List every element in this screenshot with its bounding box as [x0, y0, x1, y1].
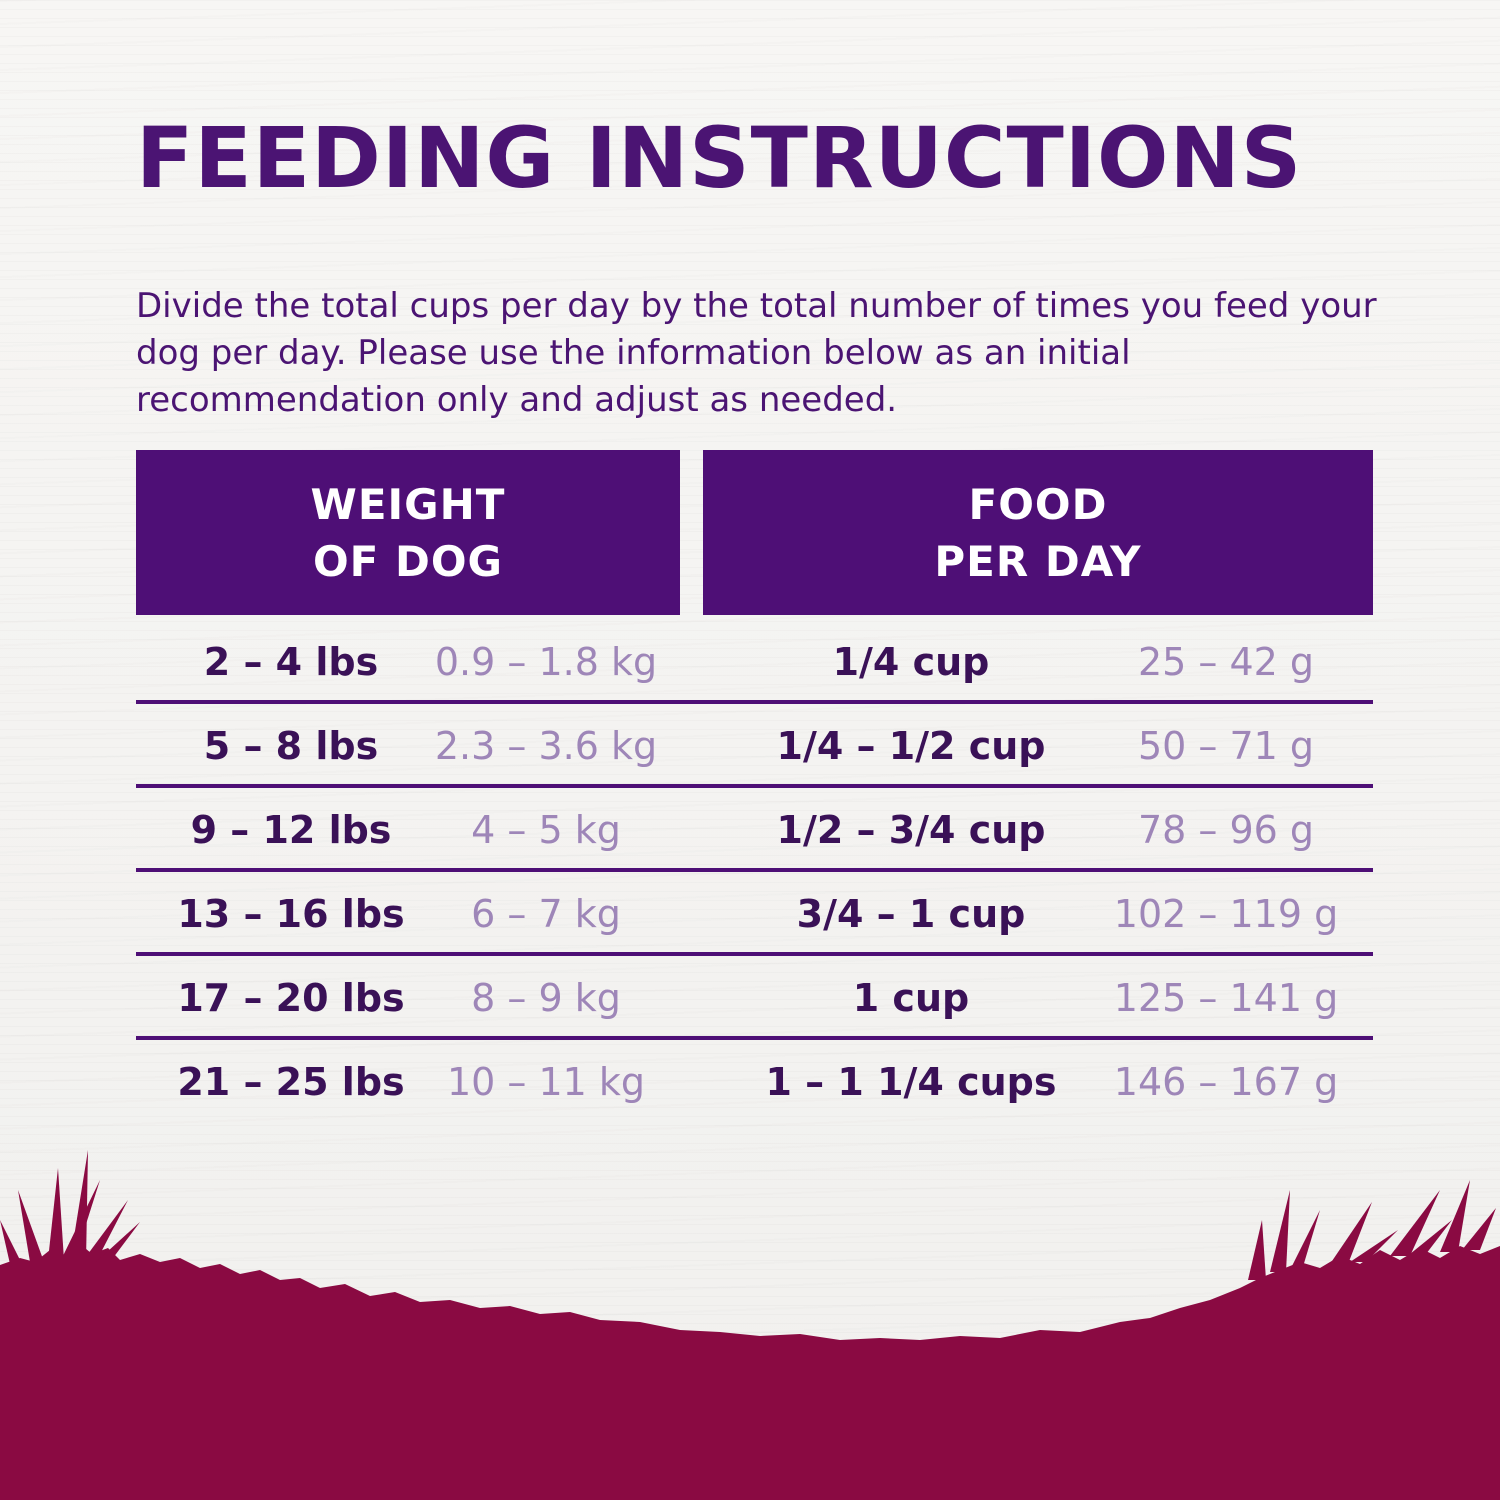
weight-lbs: 13 – 16 lbs: [177, 892, 405, 936]
food-cups: 1 cup: [852, 976, 970, 1020]
weight-kg: 4 – 5 kg: [471, 808, 621, 852]
table-row: 2 – 4 lbs 0.9 – 1.8 kg 1/4 cup 25 – 42 g: [136, 620, 1373, 704]
grass-blades-right: [1248, 1180, 1496, 1280]
header-weight-line1: WEIGHT: [310, 479, 506, 529]
weight-kg: 2.3 – 3.6 kg: [434, 724, 658, 768]
grass-blades-left: [0, 1150, 140, 1264]
page-title: FEEDING INSTRUCTIONS: [136, 109, 1303, 207]
grass-silhouette: [0, 1150, 1500, 1500]
food-cups: 1/4 cup: [832, 640, 990, 684]
weight-lbs: 21 – 25 lbs: [177, 1060, 405, 1104]
header-weight-line2: OF DOG: [312, 536, 504, 586]
food-cups: 1/2 – 3/4 cup: [776, 808, 1046, 852]
weight-lbs: 17 – 20 lbs: [177, 976, 405, 1020]
food-cups: 3/4 – 1 cup: [796, 892, 1026, 936]
weight-kg: 8 – 9 kg: [471, 976, 621, 1020]
header-weight-of-dog: WEIGHT OF DOG: [136, 450, 680, 615]
grass-ground: [0, 1242, 1500, 1500]
weight-lbs: 9 – 12 lbs: [190, 808, 392, 852]
table-row: 5 – 8 lbs 2.3 – 3.6 kg 1/4 – 1/2 cup 50 …: [136, 704, 1373, 788]
weight-kg: 0.9 – 1.8 kg: [434, 640, 658, 684]
header-food-line2: PER DAY: [934, 536, 1142, 586]
food-grams: 146 – 167 g: [1113, 1060, 1339, 1104]
table-row: 21 – 25 lbs 10 – 11 kg 1 – 1 1/4 cups 14…: [136, 1040, 1373, 1124]
food-grams: 125 – 141 g: [1113, 976, 1339, 1020]
food-cups: 1/4 – 1/2 cup: [776, 724, 1046, 768]
food-grams: 78 – 96 g: [1137, 808, 1315, 852]
weight-lbs: 2 – 4 lbs: [203, 640, 379, 684]
food-grams: 102 – 119 g: [1113, 892, 1339, 936]
weight-kg: 10 – 11 kg: [446, 1060, 646, 1104]
header-food-line1: FOOD: [968, 479, 1108, 529]
intro-paragraph: Divide the total cups per day by the tot…: [136, 286, 1377, 420]
food-grams: 50 – 71 g: [1137, 724, 1315, 768]
weight-kg: 6 – 7 kg: [471, 892, 621, 936]
table-row: 17 – 20 lbs 8 – 9 kg 1 cup 125 – 141 g: [136, 956, 1373, 1040]
feeding-table: 2 – 4 lbs 0.9 – 1.8 kg 1/4 cup 25 – 42 g…: [136, 620, 1373, 1124]
food-grams: 25 – 42 g: [1137, 640, 1315, 684]
table-row: 13 – 16 lbs 6 – 7 kg 3/4 – 1 cup 102 – 1…: [136, 872, 1373, 956]
weight-lbs: 5 – 8 lbs: [203, 724, 379, 768]
header-food-per-day: FOOD PER DAY: [703, 450, 1373, 615]
food-cups: 1 – 1 1/4 cups: [765, 1060, 1057, 1104]
table-row: 9 – 12 lbs 4 – 5 kg 1/2 – 3/4 cup 78 – 9…: [136, 788, 1373, 872]
